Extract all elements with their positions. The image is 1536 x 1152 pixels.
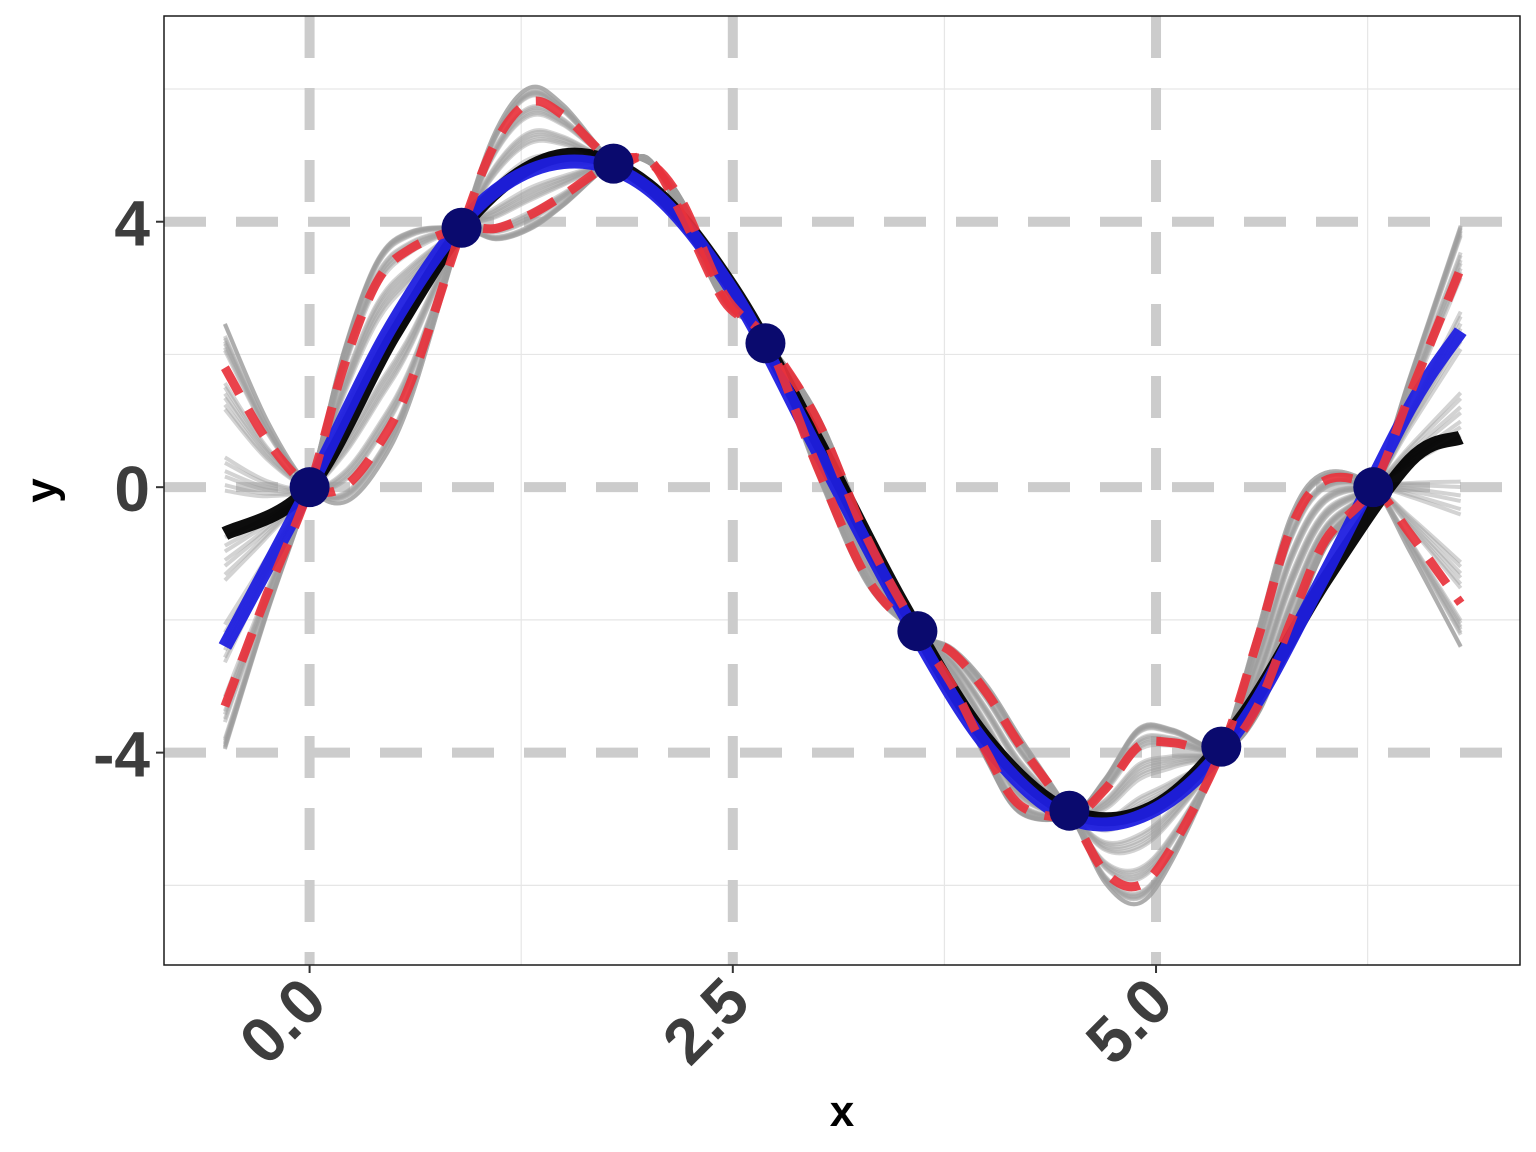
plot-panel-border — [163, 15, 1521, 966]
x-tick-label: 0.0 — [226, 964, 340, 1078]
observed-point — [1201, 726, 1242, 767]
y-tick-label: 4 — [114, 188, 150, 260]
observed-point — [745, 323, 786, 364]
dashed-red-series-line — [220, 152, 1465, 822]
observed-point — [593, 143, 634, 184]
observed-point — [289, 467, 330, 508]
y-tick-label: 0 — [114, 453, 150, 525]
simulated-curve — [223, 112, 1463, 873]
observed-points — [289, 143, 1394, 831]
y-tick-label: -4 — [93, 719, 150, 791]
x-axis-title: x — [830, 1087, 855, 1136]
observed-point — [1049, 790, 1090, 831]
x-tick-label: 5.0 — [1072, 964, 1186, 1078]
observed-point — [897, 611, 938, 652]
observed-point — [1353, 467, 1394, 508]
simulated-curve — [223, 111, 1463, 875]
blue-series-line — [218, 154, 1467, 832]
series-lines — [218, 96, 1467, 892]
x-tick-label: 2.5 — [649, 964, 763, 1078]
dashed-red-series-line — [221, 96, 1465, 892]
observed-point — [441, 207, 482, 248]
y-axis-title: y — [17, 478, 66, 503]
